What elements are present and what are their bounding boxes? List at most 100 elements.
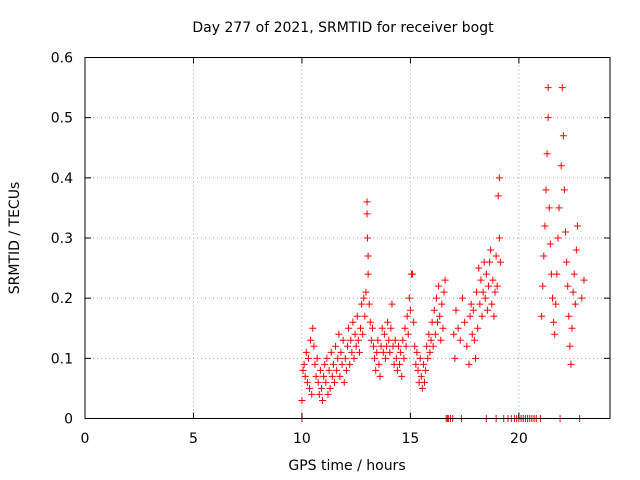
- x-tick-label: 0: [81, 431, 90, 447]
- data-point: [333, 366, 341, 374]
- data-point: [477, 276, 485, 284]
- data-point: [324, 390, 332, 398]
- data-point: [372, 366, 380, 374]
- data-point: [541, 222, 549, 230]
- data-point: [323, 354, 331, 362]
- data-point: [309, 324, 317, 332]
- data-point: [373, 348, 381, 356]
- data-point: [466, 312, 474, 320]
- data-point: [397, 348, 405, 356]
- data-point: [495, 174, 503, 182]
- data-point: [417, 372, 425, 380]
- data-point: [385, 336, 393, 344]
- data-point: [487, 246, 495, 254]
- data-point: [345, 324, 353, 332]
- data-point: [362, 288, 370, 296]
- data-point: [569, 288, 577, 296]
- data-point: [557, 162, 565, 170]
- data-point: [482, 270, 490, 278]
- data-point: [300, 360, 308, 368]
- data-point: [486, 258, 494, 266]
- data-point: [422, 366, 430, 374]
- data-point: [392, 354, 400, 362]
- data-point: [330, 378, 338, 386]
- y-tick-label: 0: [64, 412, 73, 428]
- data-point: [326, 384, 334, 392]
- data-point: [339, 336, 347, 344]
- data-point: [437, 336, 445, 344]
- data-point: [488, 300, 496, 308]
- data-point: [376, 372, 384, 380]
- data-point: [456, 336, 464, 344]
- data-point: [471, 354, 479, 362]
- data-point: [571, 300, 579, 308]
- data-point: [440, 288, 448, 296]
- data-point: [336, 372, 344, 380]
- data-point: [342, 366, 350, 374]
- grid-layer: [85, 57, 610, 419]
- data-point: [438, 300, 446, 308]
- data-point: [364, 252, 372, 260]
- data-point: [327, 348, 335, 356]
- data-point: [540, 252, 548, 260]
- data-point: [552, 300, 560, 308]
- data-point: [314, 378, 322, 386]
- x-tick-label: 15: [401, 431, 419, 447]
- data-point: [538, 312, 546, 320]
- data-point: [468, 330, 476, 338]
- data-point: [494, 192, 502, 200]
- data-point: [426, 348, 434, 356]
- data-point: [423, 342, 431, 350]
- data-point: [479, 288, 487, 296]
- data-point: [308, 390, 316, 398]
- data-point: [402, 342, 410, 350]
- data-point: [555, 204, 563, 212]
- data-point: [304, 354, 312, 362]
- data-point: [387, 324, 395, 332]
- data-point: [427, 336, 435, 344]
- data-point: [361, 312, 369, 320]
- data-point: [549, 294, 557, 302]
- data-point: [539, 282, 547, 290]
- data-point: [334, 354, 342, 362]
- data-point: [490, 312, 498, 320]
- data-point: [380, 330, 388, 338]
- data-point: [425, 330, 433, 338]
- data-point: [553, 270, 561, 278]
- x-tick-label: 5: [189, 431, 198, 447]
- data-point: [381, 354, 389, 362]
- data-point: [467, 300, 475, 308]
- data-point: [544, 114, 552, 122]
- data-point: [430, 306, 438, 314]
- x-tick-label: 20: [510, 431, 528, 447]
- data-point: [436, 312, 444, 320]
- data-point: [328, 372, 336, 380]
- data-point: [429, 342, 437, 350]
- data-point: [469, 306, 477, 314]
- data-point: [383, 342, 391, 350]
- data-point: [368, 324, 376, 332]
- data-point: [451, 354, 459, 362]
- data-point: [400, 354, 408, 362]
- data-point: [441, 276, 449, 284]
- data-point: [406, 306, 414, 314]
- data-point: [560, 186, 568, 194]
- data-point: [371, 354, 379, 362]
- data-point: [542, 186, 550, 194]
- data-point: [461, 318, 469, 326]
- data-point: [299, 366, 307, 374]
- data-point: [367, 336, 375, 344]
- data-point: [354, 336, 362, 344]
- data-point: [370, 342, 378, 350]
- data-point: [544, 84, 552, 92]
- chart-title: Day 277 of 2021, SRMTID for receiver bog…: [192, 20, 494, 36]
- data-point: [409, 270, 417, 278]
- data-point: [378, 324, 386, 332]
- data-point: [405, 294, 413, 302]
- data-point: [454, 324, 462, 332]
- data-point: [363, 234, 371, 242]
- data-point: [399, 336, 407, 344]
- data-point: [364, 270, 372, 278]
- data-point: [489, 276, 497, 284]
- data-point: [435, 282, 443, 290]
